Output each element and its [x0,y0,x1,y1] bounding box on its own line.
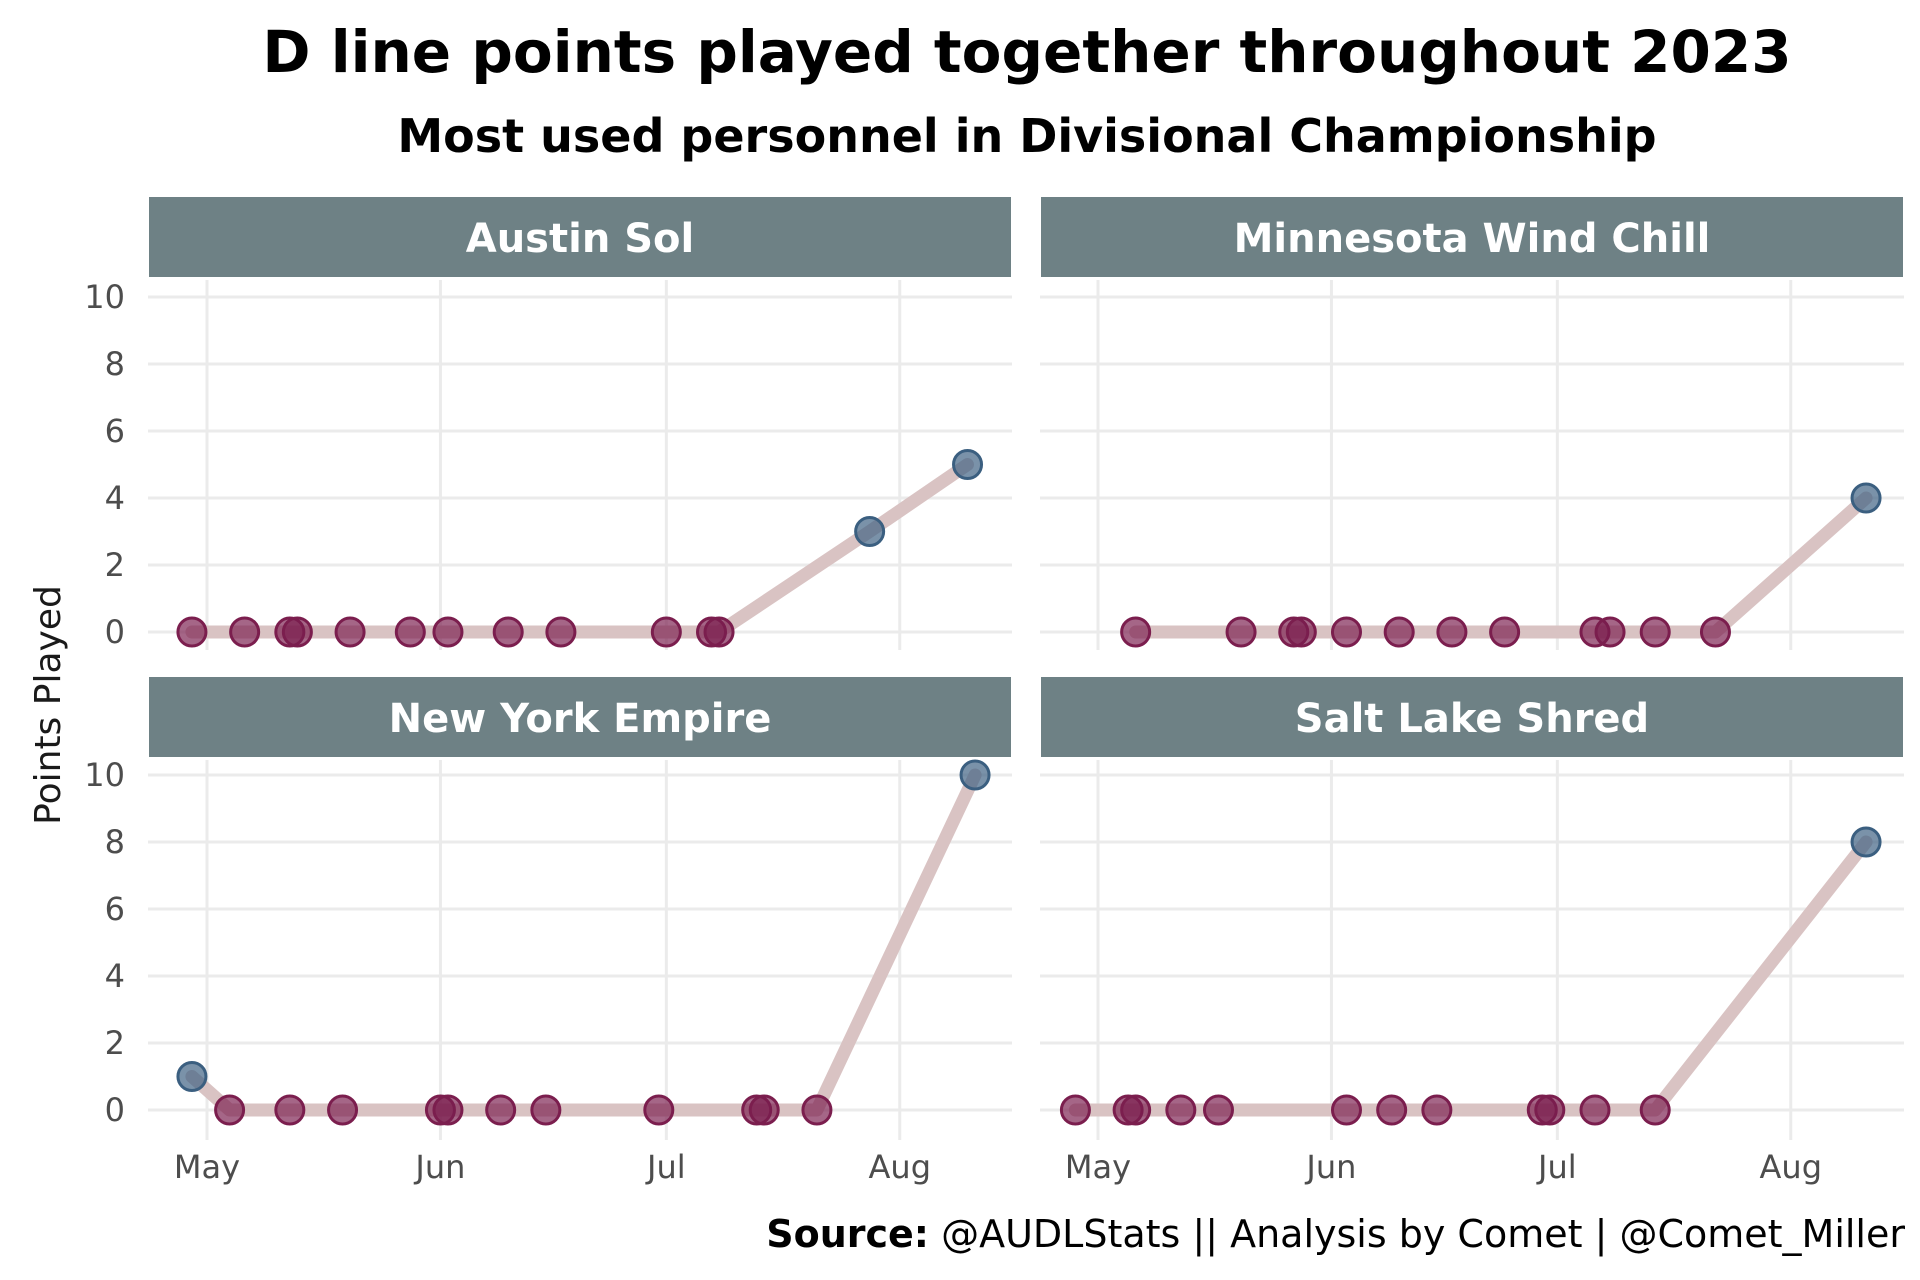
chart-title: D line points played together throughout… [262,18,1791,86]
y-tick-label: 0 [105,1091,125,1129]
facet-panels: Austin Sol 0 2 4 6 8 10 Minnesota Wind Chill New… [84,195,1905,1186]
series-line [185,458,974,639]
data-point [952,449,984,480]
data-point [1421,1094,1453,1126]
y-tick-label: 6 [105,890,125,928]
data-point [650,616,682,648]
data-point [1579,1094,1611,1126]
facet-strip-label: Minnesota Wind Chill [1234,216,1711,262]
facet-strip [147,675,1013,759]
y-tick-label: 2 [105,1024,125,1062]
facet-strip [1039,195,1905,279]
y-tick-label: 6 [105,412,125,450]
x-tick-label: Aug [869,1148,931,1186]
data-point [1330,616,1362,648]
x-tick-label: Jul [1536,1148,1577,1186]
data-point [176,1061,208,1092]
chart-subtitle: Most used personnel in Divisional Champi… [397,109,1656,163]
data-point [1330,1094,1362,1126]
x-tick-label: Jun [413,1148,465,1186]
facet-panel-salt-lake-shred: Salt Lake Shred May Jun Jul Aug [1039,675,1905,1186]
facet-panel-new-york-empire: New York Empire 0 2 4 6 8 10 May Jun Jul Aug [84,675,1013,1186]
data-point [1850,826,1882,858]
data-point [485,1094,517,1126]
series-line [185,768,982,1117]
y-tick-label: 8 [105,345,125,383]
data-point [959,759,991,791]
data-point [1059,1094,1091,1126]
facet-strip [147,195,1013,279]
data-point [643,1094,675,1126]
data-point [1120,1094,1152,1126]
data-point [334,616,366,648]
data-point [432,1094,464,1126]
facet-panel-austin-sol: Austin Sol 0 2 4 6 8 10 [84,195,1013,651]
facet-strip [1039,675,1905,759]
data-point [1489,616,1521,648]
y-tick-label: 0 [105,613,125,651]
data-point [530,1094,562,1126]
facet-panel-minnesota-wind-chill: Minnesota Wind Chill [1039,195,1905,650]
data-point [176,616,208,648]
caption-source-label: Source: [766,1212,929,1256]
y-tick-label: 4 [105,479,125,517]
data-point [1639,1094,1671,1126]
data-point [229,616,261,648]
data-point [545,616,577,648]
facet-strip-label: New York Empire [389,696,772,742]
data-point [1639,616,1671,648]
data-point [1850,482,1882,514]
data-point [1534,1094,1566,1126]
data-point [854,516,886,547]
data-point [1225,616,1257,648]
data-point [492,616,524,648]
data-point [1376,1094,1408,1126]
y-tick-label: 2 [105,546,125,584]
data-point [432,616,464,648]
x-tick-label: May [174,1148,240,1186]
chart-caption: Source: @AUDLStats || Analysis by Comet … [766,1212,1905,1257]
x-tick-label: Aug [1760,1148,1822,1186]
data-point [1202,1094,1234,1126]
data-point [1699,616,1731,648]
x-tick-label: Jun [1304,1148,1356,1186]
data-point [214,1094,246,1126]
data-point [1285,616,1317,648]
facet-strip-label: Salt Lake Shred [1295,696,1649,742]
y-tick-label: 4 [105,957,125,995]
data-point [281,616,313,648]
x-tick-label: May [1065,1148,1131,1186]
y-axis-title: Points Played [28,585,69,825]
data-point [394,616,426,648]
data-point [1383,616,1415,648]
x-tick-label: Jul [645,1148,686,1186]
y-tick-label: 8 [105,823,125,861]
data-point [274,1094,306,1126]
data-point [801,1094,833,1126]
data-point [1594,616,1626,648]
data-point [703,616,735,648]
data-point [748,1094,780,1126]
facet-strip-label: Austin Sol [466,216,694,262]
data-point [1120,616,1152,648]
data-point [1165,1094,1197,1126]
y-tick-label: 10 [84,278,125,316]
caption-credits: @AUDLStats || Analysis by Comet | @Comet… [929,1212,1905,1257]
y-tick-label: 10 [84,756,125,794]
data-point [327,1094,359,1126]
data-point [1436,616,1468,648]
